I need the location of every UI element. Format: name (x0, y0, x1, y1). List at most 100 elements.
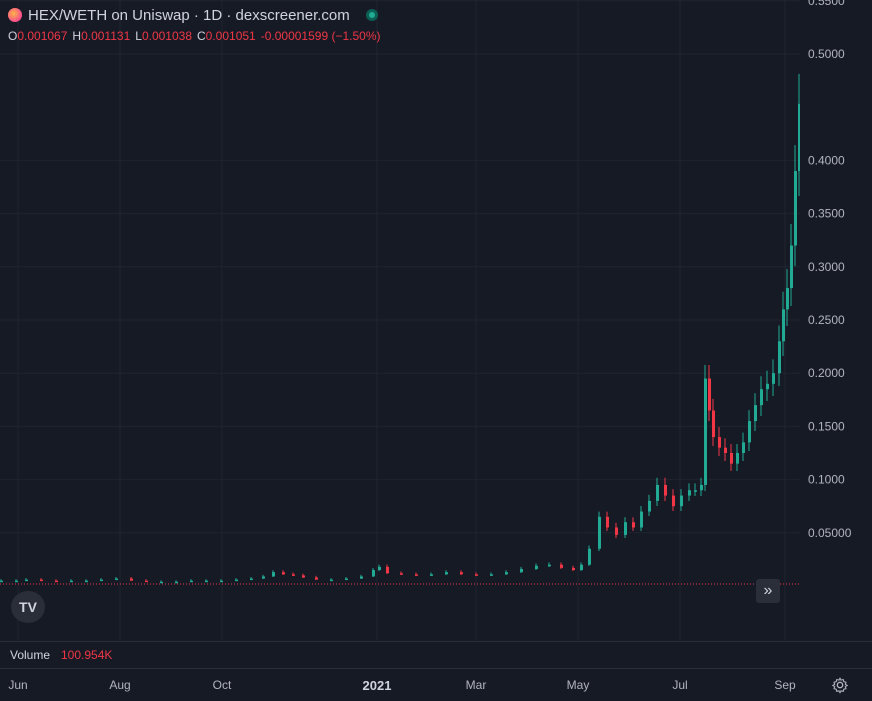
candle-body (315, 577, 318, 580)
candle (748, 410, 751, 451)
candle-body (790, 245, 793, 289)
candle (680, 489, 683, 511)
price-tick-label: 0.4000 (808, 153, 845, 167)
candle (588, 545, 591, 566)
scroll-to-realtime-button[interactable]: » (756, 579, 780, 603)
candle-body (250, 578, 253, 581)
candle (560, 562, 563, 569)
candle (640, 505, 643, 531)
candle-body (798, 103, 801, 172)
candle (130, 577, 133, 581)
candle-body (175, 581, 178, 584)
candle (664, 477, 667, 501)
chart-grid (0, 0, 800, 640)
time-tick-label: Mar (465, 678, 487, 692)
candle (700, 477, 703, 496)
symbol-title[interactable]: HEX/WETH on Uniswap · 1D · dexscreener.c… (28, 6, 350, 24)
candle (445, 570, 448, 575)
candle (250, 577, 253, 581)
candle (235, 578, 238, 582)
candle-body (664, 484, 667, 496)
candle (190, 579, 193, 583)
candle-body (415, 574, 418, 576)
price-chart[interactable]: 0.45310.001051 0.55000.50000.40000.35000… (0, 0, 872, 640)
candle (372, 568, 375, 577)
chart-header: HEX/WETH on Uniswap · 1D · dexscreener.c… (8, 6, 381, 43)
candle-body (598, 516, 601, 549)
candle (25, 578, 28, 582)
tradingview-logo-icon[interactable]: TV (11, 591, 45, 623)
candle (754, 393, 757, 431)
candle-body (648, 500, 651, 512)
candle-body (694, 490, 697, 492)
candle (430, 572, 433, 576)
scroll-to-realtime-icon: » (763, 582, 773, 599)
candle-body (100, 579, 103, 582)
candle-body (70, 580, 73, 583)
candle-body (580, 564, 583, 571)
candle-body (272, 572, 275, 577)
time-axis[interactable]: Jun Aug Oct 2021 Mar May Jul Sep (0, 668, 800, 701)
hex-logo-icon (8, 8, 22, 22)
candle (292, 572, 295, 576)
candle-body (520, 568, 523, 573)
candle (772, 359, 775, 396)
candle (145, 579, 148, 583)
candle (598, 511, 601, 551)
candle (794, 145, 797, 266)
candle (615, 522, 618, 538)
price-tick-label: 0.3000 (808, 260, 845, 274)
candle (205, 579, 208, 583)
candle-body (624, 522, 627, 535)
price-lines: 0.45310.001051 (0, 93, 872, 594)
candle-body (160, 581, 163, 584)
candle-body (680, 495, 683, 507)
price-tick-label: 0.05000 (808, 526, 852, 540)
candle-body (25, 579, 28, 582)
candle-body (292, 574, 295, 576)
candle-body (386, 566, 389, 574)
candle-body (712, 410, 715, 438)
candle (712, 398, 715, 446)
candle-body (235, 579, 238, 582)
candle-body (430, 574, 433, 576)
candle-body (560, 564, 563, 568)
candle (220, 579, 223, 583)
candle (548, 562, 551, 567)
candle-body (572, 567, 575, 571)
candle-body (55, 580, 58, 583)
candle-body (400, 573, 403, 575)
candle (315, 575, 318, 580)
candle-body (724, 447, 727, 453)
ohlc-open: O0.001067 (8, 29, 68, 43)
candle-body (782, 309, 785, 342)
candle (742, 432, 745, 461)
gear-icon[interactable] (831, 676, 849, 694)
ohlc-low: L0.001038 (135, 29, 192, 43)
candle (475, 572, 478, 576)
ohlc-high: H0.001131 (72, 29, 131, 43)
candle-body (736, 453, 739, 464)
candle-body (345, 578, 348, 581)
candle-body (704, 378, 707, 485)
candle (766, 370, 769, 401)
candle-body (445, 572, 448, 575)
price-tick-label: 0.2500 (808, 313, 845, 327)
candle-body (760, 389, 763, 406)
candle-body (15, 580, 18, 583)
time-tick-label: Jun (8, 678, 28, 692)
candlestick-series (0, 73, 801, 584)
candle-body (748, 421, 751, 443)
ohlc-change: -0.00001599 (−1.50%) (260, 29, 381, 43)
candle (386, 564, 389, 574)
candle (624, 517, 627, 538)
candle-body (0, 580, 3, 583)
candle (704, 365, 707, 491)
price-axis[interactable]: 0.5500 0.5000 0.4000 0.3500 0.3000 0.2500 0.20… (800, 0, 872, 640)
symbol-title-row[interactable]: HEX/WETH on Uniswap · 1D · dexscreener.c… (8, 6, 381, 24)
candle (85, 579, 88, 583)
candle-body (115, 578, 118, 581)
candle (606, 511, 609, 531)
candle (460, 570, 463, 575)
